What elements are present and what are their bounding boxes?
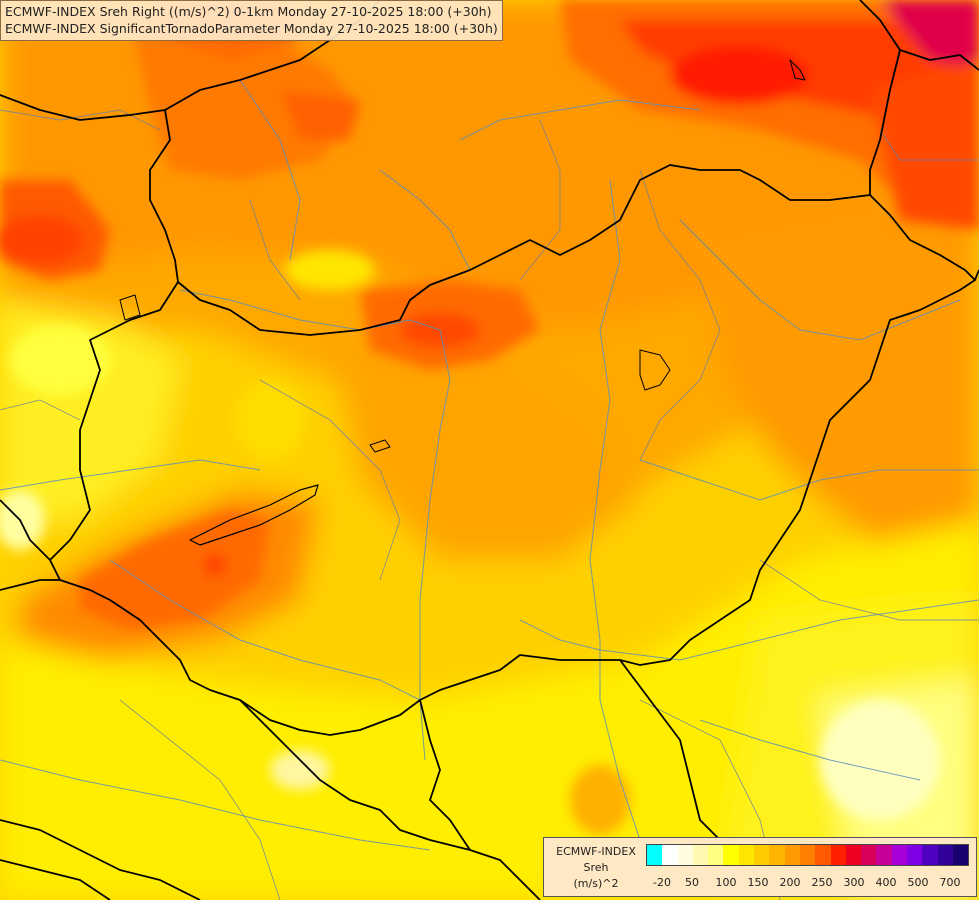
legend-label-line-3: (m/s)^2 [573, 877, 619, 890]
legend-swatch [692, 845, 709, 865]
legend-swatch [845, 845, 862, 865]
regional-borders [0, 109, 979, 900]
legend-swatch [754, 845, 770, 865]
legend-swatch [952, 845, 969, 865]
legend-swatch [647, 845, 663, 865]
legend-swatch [876, 845, 892, 865]
legend-tick-label: 400 [875, 876, 897, 889]
rivers [0, 79, 979, 851]
legend-tick-label: 100 [715, 876, 737, 889]
legend-swatch [723, 845, 739, 865]
legend-swatch [861, 845, 877, 865]
legend-swatch [815, 845, 831, 865]
legend-tick-label: 150 [747, 876, 769, 889]
map-title-line-2: ECMWF-INDEX SignificantTornadoParameter … [5, 21, 498, 36]
colorbar-legend: ECMWF-INDEX Sreh (m/s)^2 -20 50 100 150 200 2… [543, 837, 977, 897]
legend-swatch [799, 845, 816, 865]
legend-tick-label: 500 [907, 876, 929, 889]
legend-ticks: -20 50 100 150 200 250 300 400 500 700 [646, 876, 972, 890]
legend-swatch [677, 845, 693, 865]
legend-label-line-2: Sreh [583, 861, 609, 874]
legend-swatch [738, 845, 755, 865]
legend-swatch [830, 845, 846, 865]
legend-tick-label: -20 [653, 876, 671, 889]
legend-tick-label: 50 [685, 876, 699, 889]
legend-swatch [922, 845, 938, 865]
legend-label-line-1: ECMWF-INDEX [556, 845, 636, 858]
map-title-line-1: ECMWF-INDEX Sreh Right ((m/s)^2) 0-1km M… [5, 4, 492, 19]
legend-swatch [784, 845, 800, 865]
legend-tick-label: 250 [811, 876, 833, 889]
legend-swatch [907, 845, 923, 865]
legend-label: ECMWF-INDEX Sreh (m/s)^2 [548, 844, 644, 892]
map-title-box: ECMWF-INDEX Sreh Right ((m/s)^2) 0-1km M… [0, 0, 503, 41]
legend-swatch [891, 845, 908, 865]
legend-swatch [708, 845, 724, 865]
legend-tick-label: 200 [779, 876, 801, 889]
legend-swatch [769, 845, 785, 865]
legend-swatch [937, 845, 953, 865]
legend-tick-label: 700 [939, 876, 961, 889]
legend-tick-label: 300 [843, 876, 865, 889]
legend-swatch [662, 845, 678, 865]
legend-swatches [646, 844, 970, 866]
